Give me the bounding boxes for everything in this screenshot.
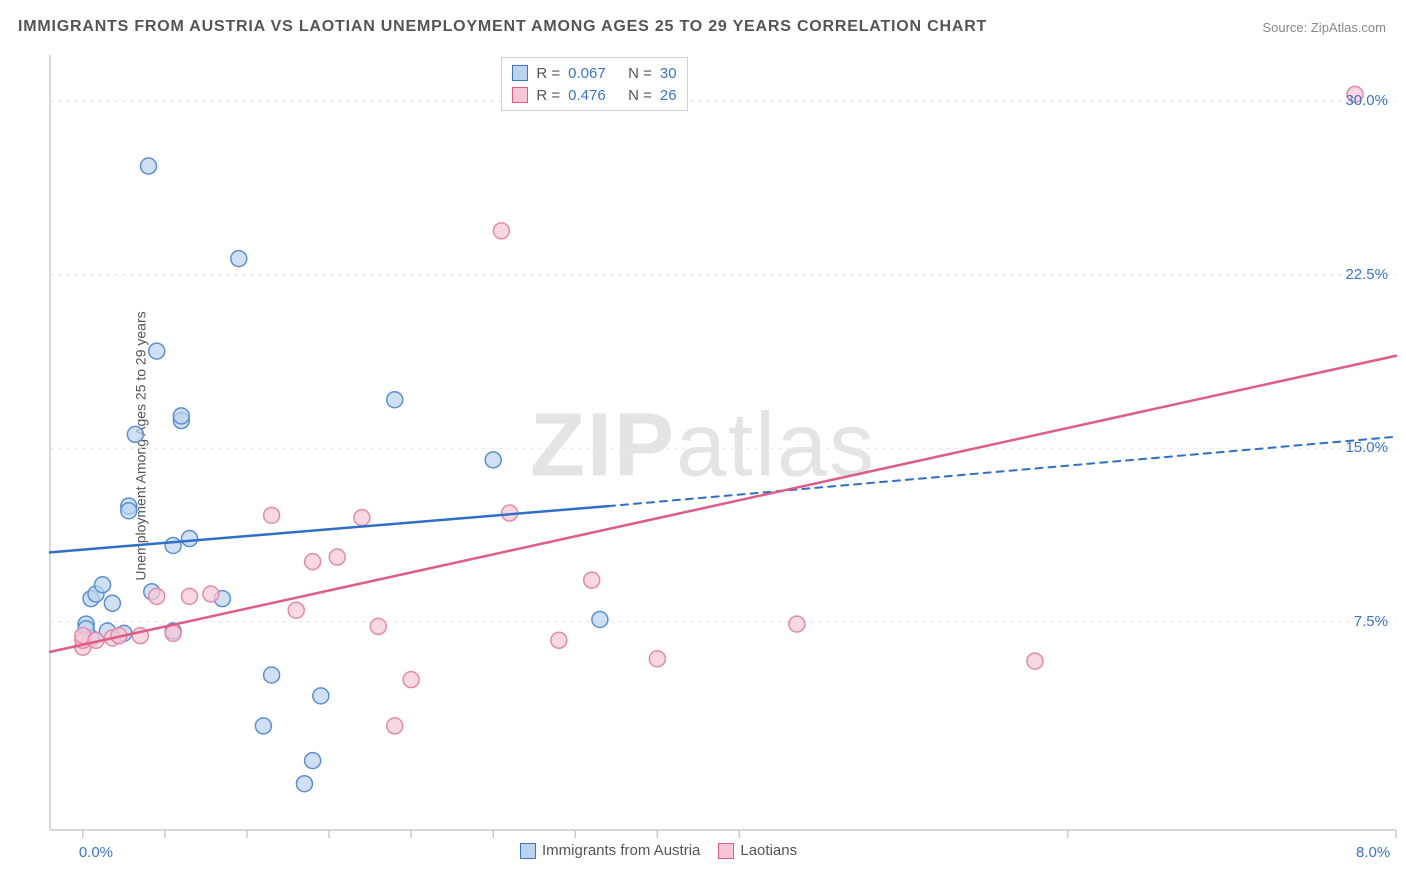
legend-correlation-row: R = 0.067 N = 30 bbox=[512, 62, 676, 84]
legend-n-label: N = bbox=[628, 65, 652, 82]
legend-swatch-icon bbox=[520, 843, 536, 859]
legend-r-value: 0.067 bbox=[568, 65, 614, 82]
legend-swatch-icon bbox=[512, 87, 528, 103]
chart-wrapper: IMMIGRANTS FROM AUSTRIA VS LAOTIAN UNEMP… bbox=[0, 0, 1406, 892]
legend-n-label: N = bbox=[628, 87, 652, 104]
legend-series-item: Immigrants from Austria bbox=[520, 842, 700, 859]
legend-r-label: R = bbox=[536, 87, 560, 104]
legend-n-value: 30 bbox=[660, 65, 677, 82]
legend-series-label: Immigrants from Austria bbox=[542, 842, 700, 859]
legend-series: Immigrants from Austria Laotians bbox=[520, 842, 797, 859]
x-tick-label: 8.0% bbox=[1356, 844, 1390, 861]
y-tick-label: 22.5% bbox=[1345, 266, 1388, 283]
legend-correlation-row: R = 0.476 N = 26 bbox=[512, 84, 676, 106]
legend-r-value: 0.476 bbox=[568, 87, 614, 104]
legend-swatch-icon bbox=[512, 65, 528, 81]
legend-correlation: R = 0.067 N = 30 R = 0.476 N = 26 bbox=[501, 57, 687, 111]
scatter-plot bbox=[0, 0, 1406, 892]
legend-series-label: Laotians bbox=[740, 842, 797, 859]
y-tick-label: 30.0% bbox=[1345, 92, 1388, 109]
legend-series-item: Laotians bbox=[718, 842, 797, 859]
y-tick-label: 7.5% bbox=[1354, 613, 1388, 630]
x-tick-label: 0.0% bbox=[79, 844, 113, 861]
legend-r-label: R = bbox=[536, 65, 560, 82]
y-tick-label: 15.0% bbox=[1345, 439, 1388, 456]
legend-swatch-icon bbox=[718, 843, 734, 859]
legend-n-value: 26 bbox=[660, 87, 677, 104]
